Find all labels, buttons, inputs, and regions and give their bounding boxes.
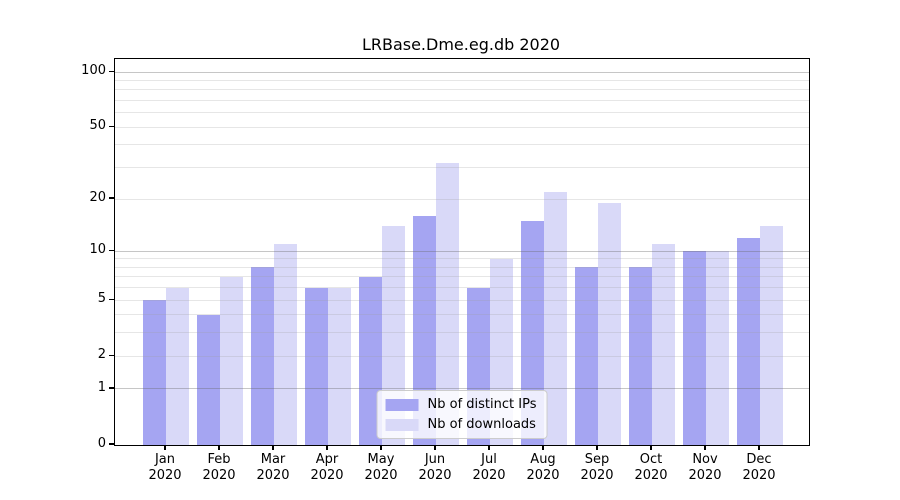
y-tick-label-2: 2: [97, 347, 106, 363]
y-tick-label-20: 20: [89, 190, 106, 205]
x-tick-mark-jan: [164, 445, 166, 450]
x-tick-mark-may: [380, 445, 382, 450]
y-tick-label-0: 0: [97, 436, 106, 451]
x-tick-mark-nov: [704, 445, 706, 450]
x-tick-label-aug: Aug 2020: [526, 452, 560, 483]
bar-downloads-aug: [544, 191, 567, 445]
y-tick-mark-5: [109, 298, 114, 300]
bar-downloads-oct: [652, 244, 675, 445]
bar-downloads-mar: [274, 244, 297, 445]
y-tick-label-1: 1: [97, 379, 106, 395]
x-tick-label-oct: Oct 2020: [634, 452, 668, 483]
bar-distinct-ips-oct: [629, 267, 652, 445]
x-tick-mark-feb: [218, 445, 220, 450]
y-tick-label-5: 5: [97, 291, 106, 307]
bar-downloads-jan: [166, 287, 189, 445]
bar-distinct-ips-mar: [251, 267, 274, 445]
legend-label-distinct-ips: Nb of distinct IPs: [427, 397, 537, 412]
bar-distinct-ips-dec: [737, 237, 760, 445]
bar-downloads-dec: [760, 226, 783, 445]
bar-downloads-jun: [436, 162, 459, 445]
x-tick-label-jan: Jan 2020: [148, 452, 182, 483]
y-tick-mark-20: [109, 197, 114, 199]
bar-distinct-ips-aug: [521, 221, 544, 445]
y-tick-mark-0: [109, 443, 114, 445]
x-tick-label-sep: Sep 2020: [580, 452, 614, 483]
legend: Nb of distinct IPs Nb of downloads: [376, 390, 548, 439]
x-tick-mark-oct: [650, 445, 652, 450]
bars-layer: [115, 59, 809, 445]
bar-distinct-ips-nov: [683, 251, 706, 445]
x-tick-label-apr: Apr 2020: [310, 452, 344, 483]
bar-distinct-ips-jan: [143, 300, 166, 445]
plot-area: Nb of distinct IPs Nb of downloads: [114, 58, 810, 446]
x-tick-label-jul: Jul 2020: [472, 452, 506, 483]
bar-distinct-ips-feb: [197, 314, 220, 445]
x-tick-mark-sep: [596, 445, 598, 450]
legend-swatch-downloads: [385, 418, 419, 431]
legend-item-distinct-ips: Nb of distinct IPs: [385, 397, 537, 412]
legend-swatch-distinct-ips: [385, 398, 419, 411]
bar-downloads-apr: [328, 287, 351, 445]
x-tick-mark-jul: [488, 445, 490, 450]
y-tick-label-100: 100: [81, 63, 106, 79]
x-tick-label-dec: Dec 2020: [742, 452, 776, 483]
x-tick-label-feb: Feb 2020: [202, 452, 236, 483]
x-tick-mark-apr: [326, 445, 328, 450]
legend-item-downloads: Nb of downloads: [385, 417, 537, 432]
y-tick-mark-50: [109, 125, 114, 127]
x-tick-label-jun: Jun 2020: [418, 452, 452, 483]
x-tick-mark-aug: [542, 445, 544, 450]
bar-downloads-feb: [220, 277, 243, 445]
x-tick-mark-dec: [758, 445, 760, 450]
y-tick-label-50: 50: [89, 118, 106, 134]
bar-distinct-ips-sep: [575, 267, 598, 445]
x-tick-label-mar: Mar 2020: [256, 452, 290, 483]
x-tick-label-may: May 2020: [364, 452, 398, 483]
chart-title: LRBase.Dme.eg.db 2020: [361, 35, 561, 54]
y-tick-mark-2: [109, 354, 114, 356]
y-tick-mark-10: [109, 249, 114, 251]
bar-downloads-sep: [598, 202, 621, 445]
x-tick-mark-jun: [434, 445, 436, 450]
x-tick-label-nov: Nov 2020: [688, 452, 722, 483]
bar-distinct-ips-jun: [413, 216, 436, 445]
bar-distinct-ips-may: [359, 277, 382, 445]
x-tick-mark-mar: [272, 445, 274, 450]
y-tick-mark-100: [109, 70, 114, 72]
bar-downloads-nov: [706, 251, 729, 445]
legend-label-downloads: Nb of downloads: [427, 417, 536, 432]
y-tick-label-10: 10: [89, 242, 106, 258]
bar-distinct-ips-apr: [305, 287, 328, 445]
y-tick-mark-1: [109, 387, 114, 389]
